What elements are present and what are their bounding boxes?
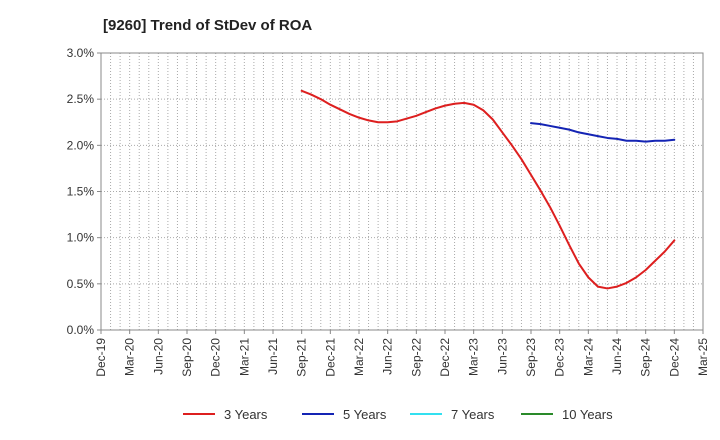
x-tick-label: Jun-22 [381, 338, 395, 375]
x-tick-label: Sep-22 [409, 338, 423, 377]
plot-area: 0.0% 0.5% 1.0% 1.5% 2.0% 2.5% 3.0% Dec-19 Mar-20… [67, 46, 710, 377]
legend-label-3-years: 3 Years [224, 407, 268, 422]
y-tick-label: 2.5% [67, 92, 95, 106]
legend-label-10-years: 10 Years [562, 407, 613, 422]
y-tick-label: 0.0% [67, 323, 95, 337]
y-tick-label: 2.0% [67, 138, 95, 152]
x-tick-label: Mar-21 [237, 338, 251, 376]
chart-title: [9260] Trend of StDev of ROA [103, 17, 312, 34]
x-tick-label: Sep-21 [295, 338, 309, 377]
x-tick-label: Mar-20 [123, 338, 137, 376]
series-line-5-years [530, 122, 676, 143]
series-line-3-years [300, 89, 676, 290]
y-tick-label: 1.0% [67, 231, 95, 245]
x-tick-label: Jun-20 [151, 338, 165, 375]
x-tick-label: Mar-22 [352, 338, 366, 376]
y-tick-label: 3.0% [67, 46, 95, 60]
x-tick-label: Dec-24 [667, 338, 681, 377]
y-tick-label: 0.5% [67, 277, 95, 291]
x-tick-label: Sep-20 [180, 338, 194, 377]
x-tick-label: Dec-22 [438, 338, 452, 377]
legend: 3 Years 5 Years 7 Years 10 Years [183, 407, 613, 422]
x-tick-label: Jun-21 [266, 338, 280, 375]
x-tick-label: Jun-23 [495, 338, 509, 375]
x-tick-label: Sep-24 [639, 338, 653, 377]
x-tick-label: Dec-21 [323, 338, 337, 377]
x-tick-label: Mar-23 [467, 338, 481, 376]
x-tick-label: Mar-25 [696, 338, 710, 376]
x-tick-label: Mar-24 [581, 338, 595, 376]
legend-label-5-years: 5 Years [343, 407, 387, 422]
x-tick-label: Jun-24 [610, 338, 624, 375]
x-tick-label: Dec-20 [209, 338, 223, 377]
y-tick-label: 1.5% [67, 185, 95, 199]
x-tick-label: Dec-23 [553, 338, 567, 377]
x-tick-label: Dec-19 [94, 338, 108, 377]
x-tick-label: Sep-23 [524, 338, 538, 377]
legend-label-7-years: 7 Years [451, 407, 495, 422]
